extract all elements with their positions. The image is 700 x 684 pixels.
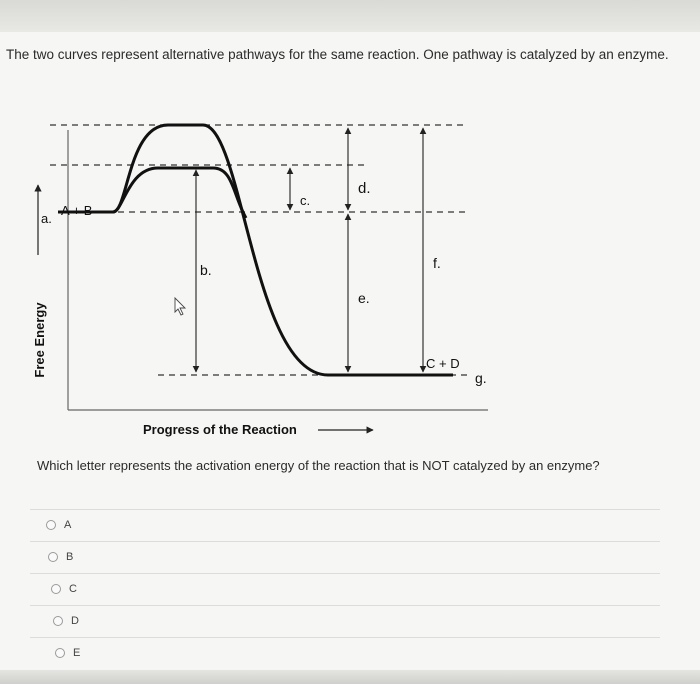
option-label: D bbox=[71, 615, 79, 627]
radio-button-b[interactable] bbox=[48, 552, 58, 562]
label-e: e. bbox=[358, 290, 370, 306]
label-a: a. bbox=[41, 211, 52, 226]
divider bbox=[30, 541, 660, 542]
label-c: c. bbox=[300, 193, 310, 208]
mouse-cursor-icon bbox=[174, 296, 187, 316]
option-label: B bbox=[66, 551, 74, 563]
option-label: A bbox=[64, 519, 72, 531]
uncatalyzed-curve bbox=[58, 123, 453, 377]
product-label: C + D bbox=[426, 356, 460, 371]
radio-button-e[interactable] bbox=[55, 648, 65, 658]
radio-button-c[interactable] bbox=[51, 584, 61, 594]
label-g: g. bbox=[475, 370, 487, 386]
divider bbox=[30, 605, 660, 606]
intro-text: The two curves represent alternative pat… bbox=[6, 47, 669, 62]
question-text: Which letter represents the activation e… bbox=[37, 458, 600, 473]
reactant-label: A + B bbox=[61, 203, 92, 218]
label-f: f. bbox=[433, 255, 441, 271]
option-d[interactable]: D bbox=[0, 607, 700, 635]
radio-button-a[interactable] bbox=[46, 520, 56, 530]
label-d: d. bbox=[358, 180, 371, 197]
option-label: C bbox=[69, 583, 77, 595]
divider bbox=[30, 509, 660, 510]
option-label: E bbox=[73, 647, 81, 659]
x-axis-label: Progress of the Reaction bbox=[143, 422, 297, 437]
catalyzed-curve bbox=[112, 166, 248, 219]
top-bar bbox=[0, 0, 700, 32]
divider bbox=[30, 637, 660, 638]
option-b[interactable]: B bbox=[0, 543, 700, 571]
option-e[interactable]: E bbox=[0, 639, 700, 667]
bottom-edge bbox=[0, 670, 700, 684]
y-axis-label: Free Energy bbox=[32, 302, 47, 378]
label-b: b. bbox=[200, 262, 212, 278]
option-a[interactable]: A bbox=[0, 511, 700, 539]
option-c[interactable]: C bbox=[0, 575, 700, 603]
energy-diagram: Free Energy a. A + B b. c. d. e. f. C + … bbox=[32, 123, 488, 437]
radio-button-d[interactable] bbox=[53, 616, 63, 626]
divider bbox=[30, 573, 660, 574]
